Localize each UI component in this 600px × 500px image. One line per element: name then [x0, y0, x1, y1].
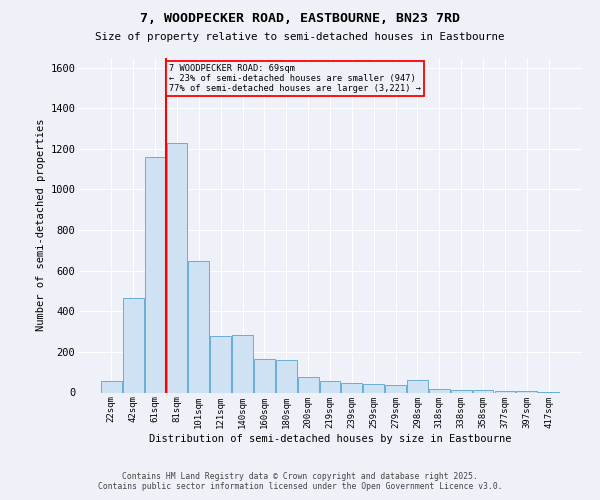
Bar: [210, 336, 231, 392]
Bar: [407, 380, 428, 392]
Text: Contains HM Land Registry data © Crown copyright and database right 2025.
Contai: Contains HM Land Registry data © Crown c…: [98, 472, 502, 491]
Bar: [298, 378, 319, 392]
Bar: [188, 260, 209, 392]
Bar: [451, 390, 472, 392]
Bar: [320, 382, 340, 392]
Text: Size of property relative to semi-detached houses in Eastbourne: Size of property relative to semi-detach…: [95, 32, 505, 42]
Bar: [123, 298, 143, 392]
Text: 7 WOODPECKER ROAD: 69sqm
← 23% of semi-detached houses are smaller (947)
77% of : 7 WOODPECKER ROAD: 69sqm ← 23% of semi-d…: [169, 64, 421, 94]
Bar: [364, 384, 384, 392]
Bar: [341, 384, 362, 392]
Bar: [254, 359, 275, 392]
Bar: [145, 157, 166, 392]
Bar: [167, 143, 187, 392]
Bar: [385, 386, 406, 392]
Bar: [276, 360, 296, 392]
Bar: [232, 334, 253, 392]
Y-axis label: Number of semi-detached properties: Number of semi-detached properties: [36, 118, 46, 331]
Bar: [429, 390, 450, 392]
X-axis label: Distribution of semi-detached houses by size in Eastbourne: Distribution of semi-detached houses by …: [149, 434, 511, 444]
Text: 7, WOODPECKER ROAD, EASTBOURNE, BN23 7RD: 7, WOODPECKER ROAD, EASTBOURNE, BN23 7RD: [140, 12, 460, 26]
Bar: [473, 390, 493, 392]
Bar: [101, 382, 122, 392]
Bar: [494, 391, 515, 392]
